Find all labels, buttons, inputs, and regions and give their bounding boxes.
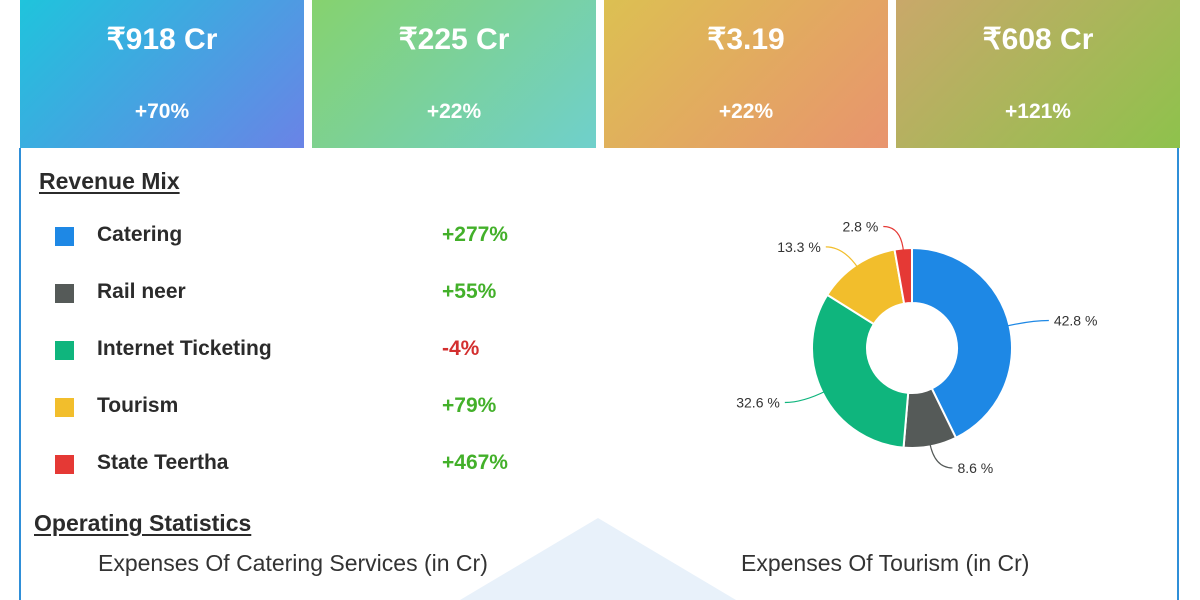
donut-data-label: 13.3 % (777, 239, 821, 255)
legend-change: +467% (442, 451, 508, 474)
donut-leader-line (929, 442, 953, 469)
legend-label: Rail neer (97, 280, 186, 303)
legend-swatch (55, 227, 74, 246)
kpi-card-1: ₹918 Cr +70% (20, 0, 304, 148)
kpi-value: ₹225 Cr (398, 23, 510, 56)
legend-label: Internet Ticketing (97, 337, 272, 360)
donut-data-label: 2.8 % (842, 218, 878, 234)
kpi-change: +22% (718, 100, 774, 123)
donut-leader-line (1005, 319, 1049, 327)
legend-swatch (55, 398, 74, 417)
legend-change: -4% (442, 337, 480, 360)
legend-change: +79% (442, 394, 497, 417)
catering-expenses-chart-title: Expenses Of Catering Services (in Cr) (98, 550, 488, 576)
operating-statistics-title: Operating Statistics (34, 510, 252, 536)
kpi-change: +22% (426, 100, 482, 123)
donut-data-label: 42.8 % (1054, 312, 1098, 328)
revenue-mix-row-catering: Catering +277% (0, 221, 620, 251)
kpi-card-3: ₹3.19 +22% (604, 0, 888, 148)
legend-swatch (55, 284, 74, 303)
kpi-change: +70% (134, 100, 190, 123)
donut-data-label: 32.6 % (736, 394, 780, 410)
donut-slice-catering (911, 246, 1013, 440)
revenue-mix-row-rail-neer: Rail neer +55% (0, 278, 620, 308)
revenue-mix-row-tourism: Tourism +79% (0, 392, 620, 422)
kpi-value: ₹3.19 (707, 23, 785, 56)
kpi-card-2: ₹225 Cr +22% (312, 0, 596, 148)
frame-border-left (19, 148, 21, 600)
legend-change: +277% (442, 223, 508, 246)
legend-label: Tourism (97, 394, 179, 417)
revenue-mix-title: Revenue Mix (39, 168, 180, 194)
legend-swatch (55, 455, 74, 474)
donut-leader-line (883, 225, 905, 253)
donut-leader-line (784, 390, 827, 404)
legend-swatch (55, 341, 74, 360)
donut-data-label: 8.6 % (957, 460, 993, 476)
kpi-card-4: ₹608 Cr +121% (896, 0, 1180, 148)
kpi-change: +121% (1005, 100, 1071, 123)
donut-slice-state-teertha (893, 246, 913, 305)
kpi-value: ₹918 Cr (106, 23, 218, 56)
revenue-mix-donut-chart: 42.8 % 8.6 % 32.6 % 13.3 % 2.8 % (736, 218, 1098, 476)
legend-label: Catering (97, 223, 183, 246)
revenue-mix-row-state-teertha: State Teertha +467% (0, 449, 620, 479)
donut-leader-line (825, 246, 859, 269)
frame-border-right (1177, 148, 1179, 600)
donut-slice-internet-ticketing (811, 293, 910, 449)
legend-change: +55% (442, 280, 497, 303)
legend-label: State Teertha (97, 451, 229, 474)
revenue-mix-row-internet-ticketing: Internet Ticketing -4% (0, 335, 620, 365)
kpi-value: ₹608 Cr (982, 23, 1094, 56)
tourism-expenses-chart-title: Expenses Of Tourism (in Cr) (741, 550, 1030, 576)
